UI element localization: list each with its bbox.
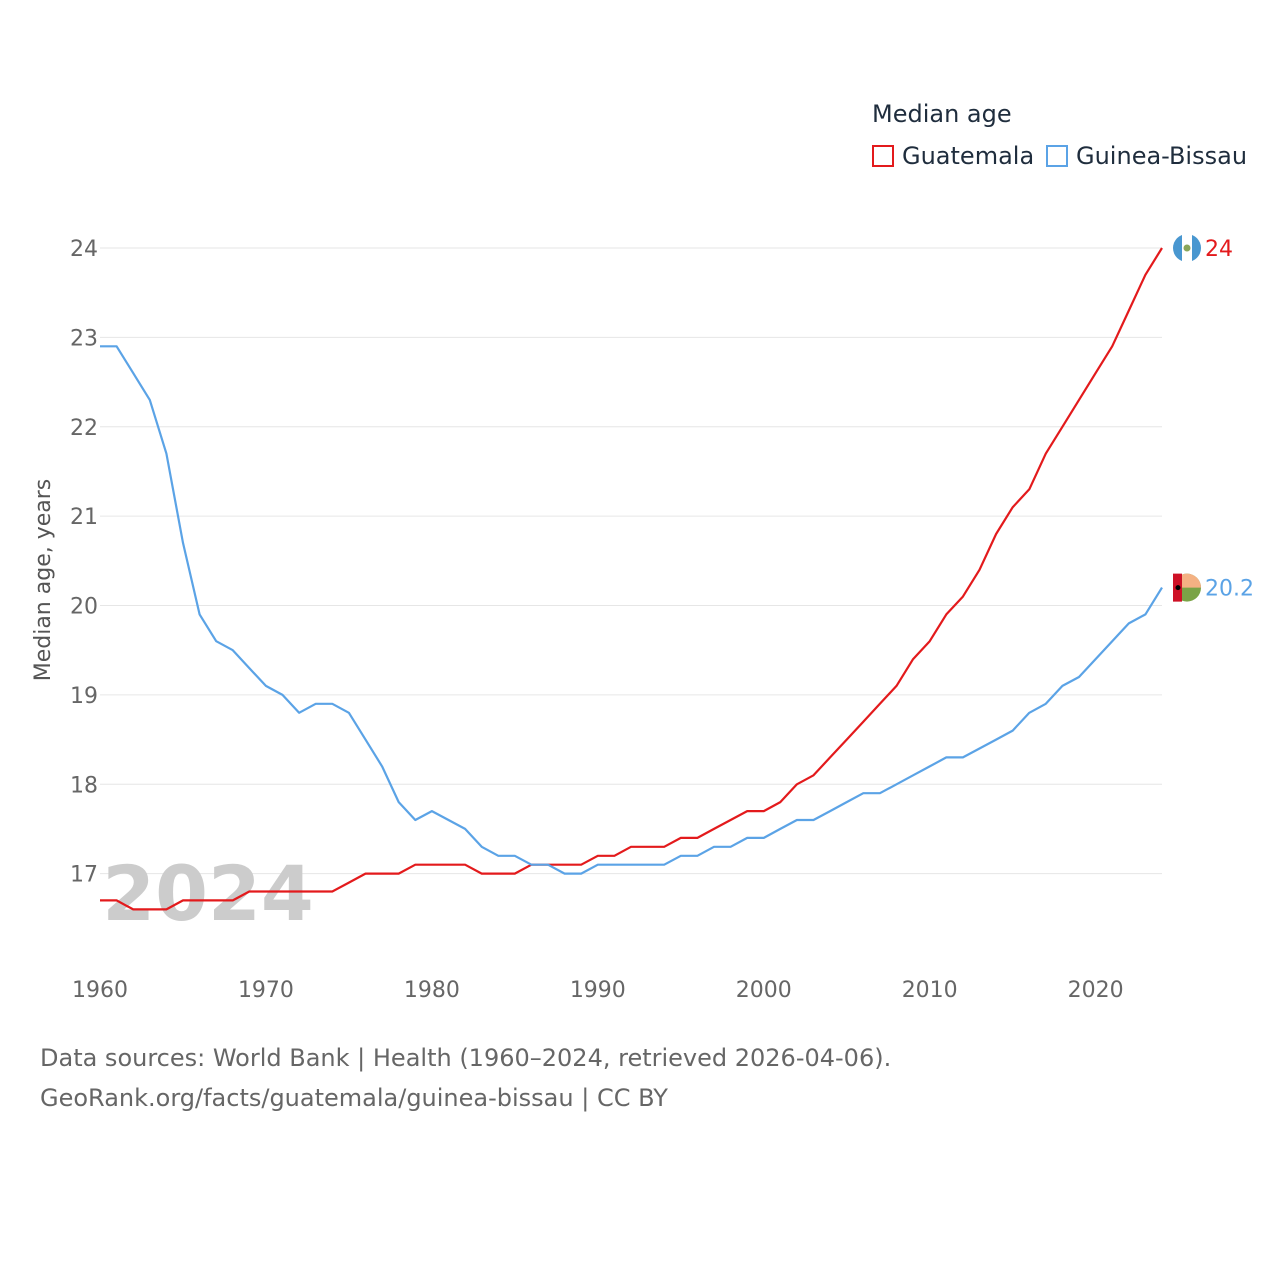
legend-swatch-guinea-bissau [1046,145,1068,167]
y-tick-label: 22 [70,416,98,441]
x-tick-label: 2000 [736,978,792,1003]
footer-sources: Data sources: World Bank | Health (1960–… [40,1044,892,1072]
grid-lines [100,247,1162,875]
legend-title: Median age [872,100,1012,128]
series-line-guatemala [100,247,1163,911]
y-tick-label: 19 [70,684,98,709]
legend-label-guatemala: Guatemala [902,142,1035,170]
y-tick-label: 23 [70,326,98,351]
y-tick-label: 17 [70,863,98,888]
legend-swatch-guatemala [872,145,894,167]
legend-item-guatemala[interactable]: Guatemala [872,142,1034,170]
x-tick-label: 2010 [902,978,958,1003]
flag-icon-guatemala [1173,234,1201,262]
x-tick-label: 2020 [1068,978,1124,1003]
x-tick-label: 1970 [238,978,294,1003]
legend-item-guinea-bissau[interactable]: Guinea-Bissau [1046,142,1247,170]
end-value-label-guatemala: 24 [1205,237,1233,262]
footer-link[interactable]: GeoRank.org/facts/guatemala/guinea-bissa… [40,1084,668,1112]
x-axis-ticks: 1960 1970 1980 1990 2000 2010 2020 [72,978,1124,1003]
y-tick-label: 21 [70,505,98,530]
series-lines [100,247,1163,911]
x-tick-label: 1990 [570,978,626,1003]
y-tick-label: 20 [70,595,98,620]
y-axis-ticks: 17 18 19 20 21 22 23 24 [70,237,98,888]
series-end-markers: 24 20.2 [1173,234,1254,602]
year-watermark: 2024 [102,849,314,938]
x-tick-label: 1980 [404,978,460,1003]
x-tick-label: 1960 [72,978,128,1003]
legend-label-guinea-bissau: Guinea-Bissau [1076,142,1248,170]
y-tick-label: 18 [70,773,98,798]
flag-icon-guinea-bissau [1173,573,1201,602]
series-line-guinea-bissau [100,345,1163,875]
end-value-label-guinea-bissau: 20.2 [1205,577,1254,602]
y-axis-label: Median age, years [31,479,56,682]
y-tick-label: 24 [70,237,98,262]
